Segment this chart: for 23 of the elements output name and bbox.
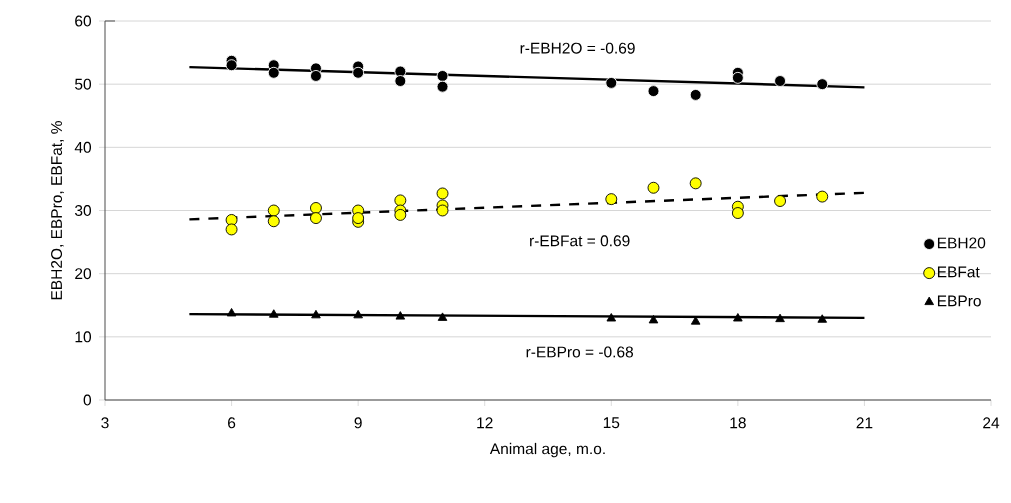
annotation: r-EBPro = -0.68	[526, 346, 634, 358]
x-tick-label: 15	[603, 417, 620, 429]
x-tick-label: 21	[856, 417, 873, 429]
y-tick-label: 0	[83, 394, 92, 406]
x-axis-title: Animal age, m.o.	[489, 442, 605, 458]
y-tick-label: 30	[74, 205, 92, 216]
x-tick-label: 9	[354, 417, 362, 429]
x-tick-label: 24	[983, 417, 1000, 429]
annotation: r-EBFat = 0.69	[530, 235, 630, 247]
x-tick-label: 3	[101, 417, 109, 429]
y-tick-label: 60	[75, 15, 92, 27]
x-tick-label: 12	[477, 417, 493, 429]
y-axis-title: EBH2O, EBPro, EBFat, %	[51, 121, 64, 300]
legend-label: EBH20	[937, 237, 986, 249]
annotation: r-EBH2O = -0.69	[520, 42, 635, 54]
x-tick-label: 6	[228, 417, 236, 429]
y-tick-label: 10	[75, 331, 92, 343]
legend-label: EBPro	[937, 295, 981, 307]
y-tick-label: 20	[75, 268, 92, 280]
legend-label: EBFat	[937, 266, 980, 278]
x-tick-label: 18	[730, 417, 746, 429]
y-tick-label: 50	[75, 78, 92, 90]
y-tick-label: 40	[74, 141, 92, 153]
